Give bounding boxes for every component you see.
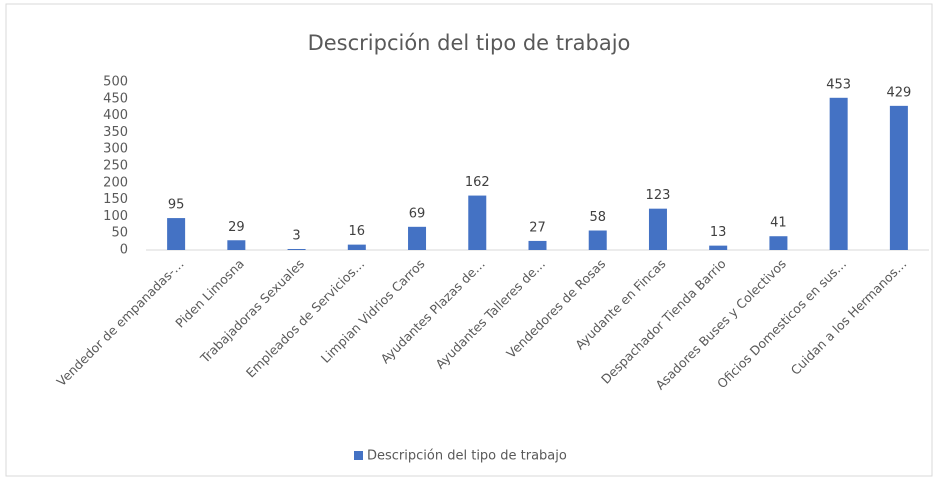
chart-title: Descripción del tipo de trabajo — [308, 31, 631, 55]
legend-label: Descripción del tipo de trabajo — [367, 449, 567, 464]
bar — [829, 97, 848, 251]
bar — [588, 230, 607, 250]
data-label: 69 — [409, 206, 426, 221]
data-label: 429 — [886, 85, 911, 100]
data-label: 58 — [589, 210, 606, 225]
bar — [347, 244, 366, 250]
y-tick-label: 250 — [103, 159, 128, 174]
y-tick-label: 400 — [103, 108, 128, 123]
data-label: 27 — [529, 220, 546, 235]
data-label: 95 — [168, 198, 185, 213]
y-tick-label: 100 — [103, 209, 128, 224]
bar — [889, 105, 908, 250]
y-tick-label: 350 — [103, 125, 128, 140]
data-label: 13 — [710, 225, 727, 240]
bar — [468, 195, 487, 250]
bar — [227, 240, 246, 250]
bar — [709, 245, 728, 250]
y-tick-label: 50 — [111, 226, 128, 241]
bar — [648, 208, 667, 250]
y-tick-label: 500 — [103, 75, 128, 90]
data-label: 41 — [770, 216, 787, 231]
data-label: 123 — [646, 188, 671, 203]
bar — [167, 218, 186, 250]
bar — [287, 248, 306, 250]
y-tick-label: 300 — [103, 142, 128, 157]
data-label: 29 — [228, 220, 245, 235]
bar — [528, 240, 547, 250]
y-tick-label: 450 — [103, 91, 128, 106]
legend-swatch — [354, 451, 363, 460]
data-label: 16 — [349, 224, 366, 239]
y-tick-label: 200 — [103, 175, 128, 190]
data-label: 3 — [292, 228, 300, 243]
data-label: 453 — [826, 77, 851, 92]
y-tick-label: 0 — [120, 243, 128, 258]
data-label: 162 — [465, 175, 490, 190]
y-tick-label: 150 — [103, 192, 128, 207]
bar — [769, 236, 788, 250]
bar — [408, 226, 427, 250]
